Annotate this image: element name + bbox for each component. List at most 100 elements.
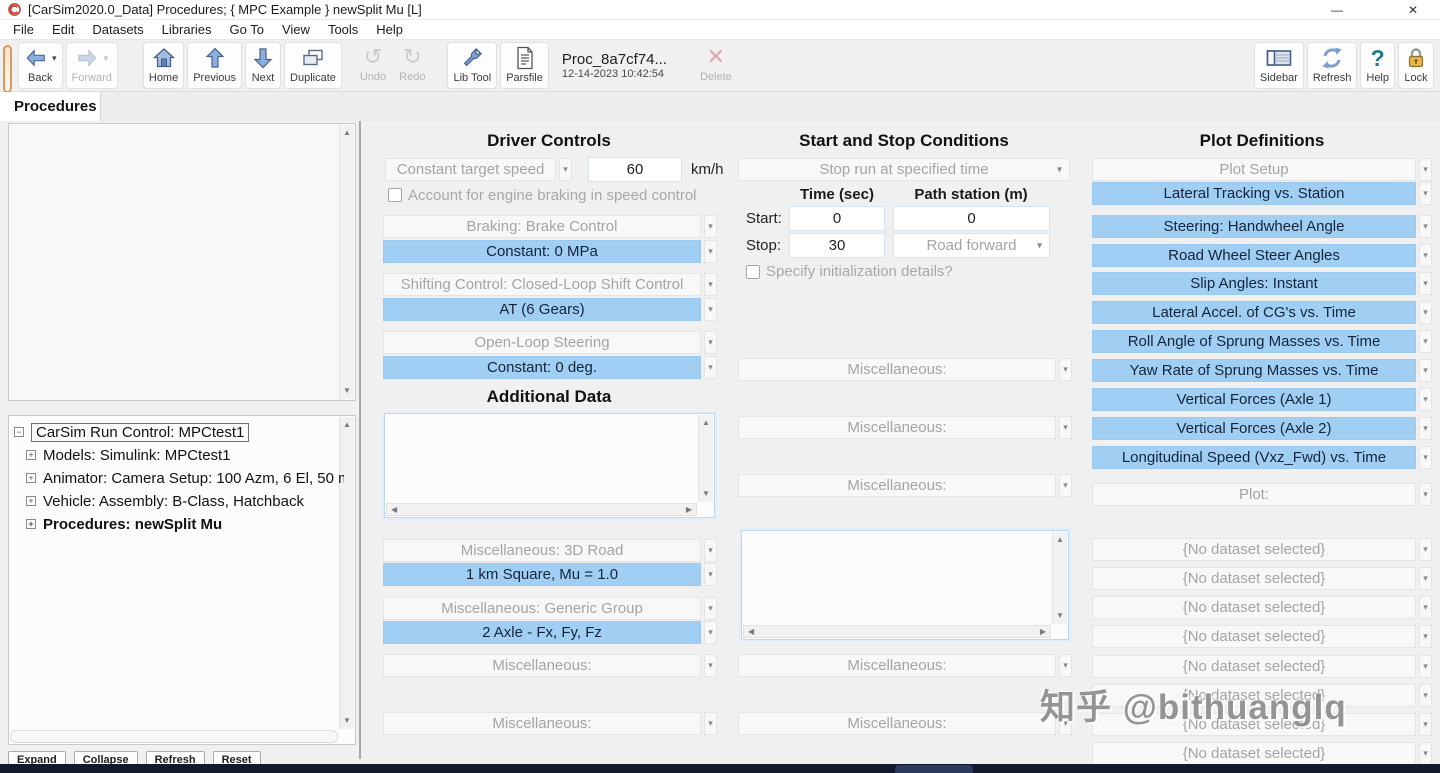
back-button[interactable]: ▾ Back	[18, 42, 63, 89]
empty-plot-slot[interactable]: {No dataset selected} ▾	[1092, 596, 1432, 619]
plot-row[interactable]: Vertical Forces (Axle 2) ▾	[1092, 417, 1432, 440]
plot-row[interactable]: Longitudinal Speed (Vxz_Fwd) vs. Time ▾	[1092, 446, 1432, 469]
tree-expand-icon[interactable]: +	[26, 519, 36, 529]
tree-item-animator[interactable]: + Animator: Camera Setup: 100 Azm, 6 El,…	[26, 467, 344, 489]
dropdown-icon[interactable]: ▾	[1419, 244, 1432, 267]
misc-dropdown[interactable]: Miscellaneous: ▾	[738, 416, 1072, 439]
braking-value-dropdown[interactable]: Constant: 0 MPa ▾	[383, 240, 717, 263]
dropdown-icon[interactable]: ▾	[1419, 596, 1432, 619]
plot-row[interactable]: Yaw Rate of Sprung Masses vs. Time ▾	[1092, 359, 1432, 382]
dropdown-icon[interactable]: ▾	[704, 298, 717, 321]
back-dropdown-icon[interactable]: ▾	[52, 52, 57, 63]
additional-data-textarea[interactable]: ▲ ▼ ◀ ▶	[384, 413, 715, 518]
speed-mode-dropdown[interactable]: Constant target speed ▾	[385, 158, 572, 181]
dropdown-icon[interactable]: ▾	[1059, 712, 1072, 735]
engine-braking-checkbox[interactable]	[388, 188, 402, 202]
tree-expand-icon[interactable]: +	[26, 496, 36, 506]
help-button[interactable]: ? Help	[1360, 42, 1395, 89]
steering-value-dropdown[interactable]: Constant: 0 deg. ▾	[383, 356, 717, 379]
misc-3d-road-link[interactable]: Miscellaneous: 3D Road ▾	[383, 539, 717, 562]
stop-mode-dropdown[interactable]: Stop run at specified time ▾	[738, 158, 1070, 181]
plot-row[interactable]: Lateral Tracking vs. Station ▾	[1092, 182, 1432, 205]
scroll-down-icon[interactable]: ▼	[1056, 611, 1064, 620]
lock-button[interactable]: Lock	[1398, 42, 1434, 89]
dropdown-icon[interactable]: ▾	[1419, 713, 1432, 736]
dropdown-icon[interactable]: ▾	[1056, 164, 1062, 175]
dropdown-icon[interactable]: ▾	[1419, 446, 1432, 469]
misc-dropdown[interactable]: Miscellaneous: ▾	[383, 712, 717, 735]
dropdown-icon[interactable]: ▾	[704, 712, 717, 735]
dropdown-icon[interactable]: ▾	[1419, 182, 1432, 205]
menu-libraries[interactable]: Libraries	[161, 22, 212, 37]
empty-plot-slot[interactable]: {No dataset selected} ▾	[1092, 538, 1432, 561]
dropdown-icon[interactable]: ▾	[1419, 625, 1432, 648]
tree-item-run-control[interactable]: − CarSim Run Control: MPCtest1	[14, 421, 344, 443]
misc-dropdown[interactable]: Miscellaneous: ▾	[738, 712, 1072, 735]
plot-setup-dropdown[interactable]: Plot Setup ▾	[1092, 158, 1432, 181]
init-details-checkbox[interactable]	[746, 265, 760, 279]
dropdown-icon[interactable]: ▾	[1419, 215, 1432, 238]
dropdown-icon[interactable]: ▾	[1059, 474, 1072, 497]
target-speed-input[interactable]	[588, 157, 682, 182]
edge-handle[interactable]	[3, 45, 12, 93]
plot-row[interactable]: Lateral Accel. of CG's vs. Time ▾	[1092, 301, 1432, 324]
misc-dropdown[interactable]: Miscellaneous: ▾	[738, 654, 1072, 677]
refresh-button[interactable]: Refresh	[1306, 42, 1358, 89]
dropdown-icon[interactable]: ▾	[1419, 538, 1432, 561]
dropdown-icon[interactable]: ▾	[1036, 240, 1042, 251]
dropdown-icon[interactable]: ▾	[1419, 742, 1432, 765]
dropdown-icon[interactable]: ▾	[704, 215, 717, 238]
dropdown-icon[interactable]: ▾	[1419, 655, 1432, 678]
empty-plot-slot[interactable]: {No dataset selected} ▾	[1092, 742, 1432, 765]
scroll-left-icon[interactable]: ◀	[391, 505, 398, 514]
scroll-up-icon[interactable]: ▲	[343, 128, 351, 137]
empty-plot-slot[interactable]: {No dataset selected} ▾	[1092, 625, 1432, 648]
start-stop-textarea[interactable]: ▲ ▼ ◀ ▶	[741, 530, 1069, 640]
scroll-right-icon[interactable]: ▶	[1039, 627, 1046, 636]
misc-dropdown[interactable]: Miscellaneous: ▾	[738, 358, 1072, 381]
dropdown-icon[interactable]: ▾	[704, 621, 717, 644]
next-button[interactable]: Next	[245, 42, 282, 89]
dropdown-icon[interactable]: ▾	[1419, 567, 1432, 590]
dropdown-icon[interactable]: ▾	[704, 273, 717, 296]
textarea-horizontal-scrollbar[interactable]: ◀ ▶	[743, 625, 1051, 638]
dropdown-icon[interactable]: ▾	[1419, 359, 1432, 382]
start-station-input[interactable]	[893, 206, 1050, 231]
dropdown-icon[interactable]: ▾	[704, 356, 717, 379]
sidebar-button[interactable]: Sidebar	[1253, 42, 1304, 89]
start-time-input[interactable]	[789, 206, 885, 231]
shifting-link-dropdown[interactable]: Shifting Control: Closed-Loop Shift Cont…	[383, 273, 717, 296]
dropdown-icon[interactable]: ▾	[1059, 416, 1072, 439]
menu-help[interactable]: Help	[376, 22, 404, 37]
scroll-down-icon[interactable]: ▼	[343, 386, 351, 395]
misc-generic-group-value[interactable]: 2 Axle - Fx, Fy, Fz ▾	[383, 621, 717, 644]
braking-link-dropdown[interactable]: Braking: Brake Control ▾	[383, 215, 717, 238]
dropdown-icon[interactable]: ▾	[1059, 654, 1072, 677]
misc-dropdown[interactable]: Miscellaneous: ▾	[383, 654, 717, 677]
dropdown-icon[interactable]: ▾	[1419, 330, 1432, 353]
dropdown-icon[interactable]: ▾	[704, 563, 717, 586]
stop-station-dropdown[interactable]: Road forward ▾	[893, 233, 1050, 258]
scroll-up-icon[interactable]: ▲	[702, 418, 710, 427]
textarea-horizontal-scrollbar[interactable]: ◀ ▶	[386, 503, 697, 516]
plot-row[interactable]: Vertical Forces (Axle 1) ▾	[1092, 388, 1432, 411]
duplicate-button[interactable]: Duplicate	[284, 42, 342, 89]
dropdown-icon[interactable]: ▾	[1419, 684, 1432, 707]
dropdown-icon[interactable]: ▾	[1419, 272, 1432, 295]
shifting-value-dropdown[interactable]: AT (6 Gears) ▾	[383, 298, 717, 321]
textarea-vertical-scrollbar[interactable]: ▲ ▼	[698, 415, 713, 502]
tree-collapse-icon[interactable]: −	[14, 427, 24, 437]
dropdown-icon[interactable]: ▾	[1419, 388, 1432, 411]
empty-plot-slot[interactable]: {No dataset selected} ▾	[1092, 567, 1432, 590]
tree-expand-icon[interactable]: +	[26, 450, 36, 460]
empty-plot-slot[interactable]: {No dataset selected} ▾	[1092, 713, 1432, 736]
tree-vertical-scrollbar[interactable]: ▲ ▼	[339, 417, 354, 729]
dropdown-icon[interactable]: ▾	[704, 539, 717, 562]
tree-expand-icon[interactable]: +	[26, 473, 36, 483]
preview-vertical-scrollbar[interactable]: ▲ ▼	[339, 125, 354, 399]
menu-datasets[interactable]: Datasets	[92, 22, 144, 37]
tree-item-models[interactable]: + Models: Simulink: MPCtest1	[26, 444, 344, 466]
scroll-up-icon[interactable]: ▲	[1056, 535, 1064, 544]
dropdown-icon[interactable]: ▾	[704, 597, 717, 620]
dropdown-icon[interactable]: ▾	[704, 654, 717, 677]
